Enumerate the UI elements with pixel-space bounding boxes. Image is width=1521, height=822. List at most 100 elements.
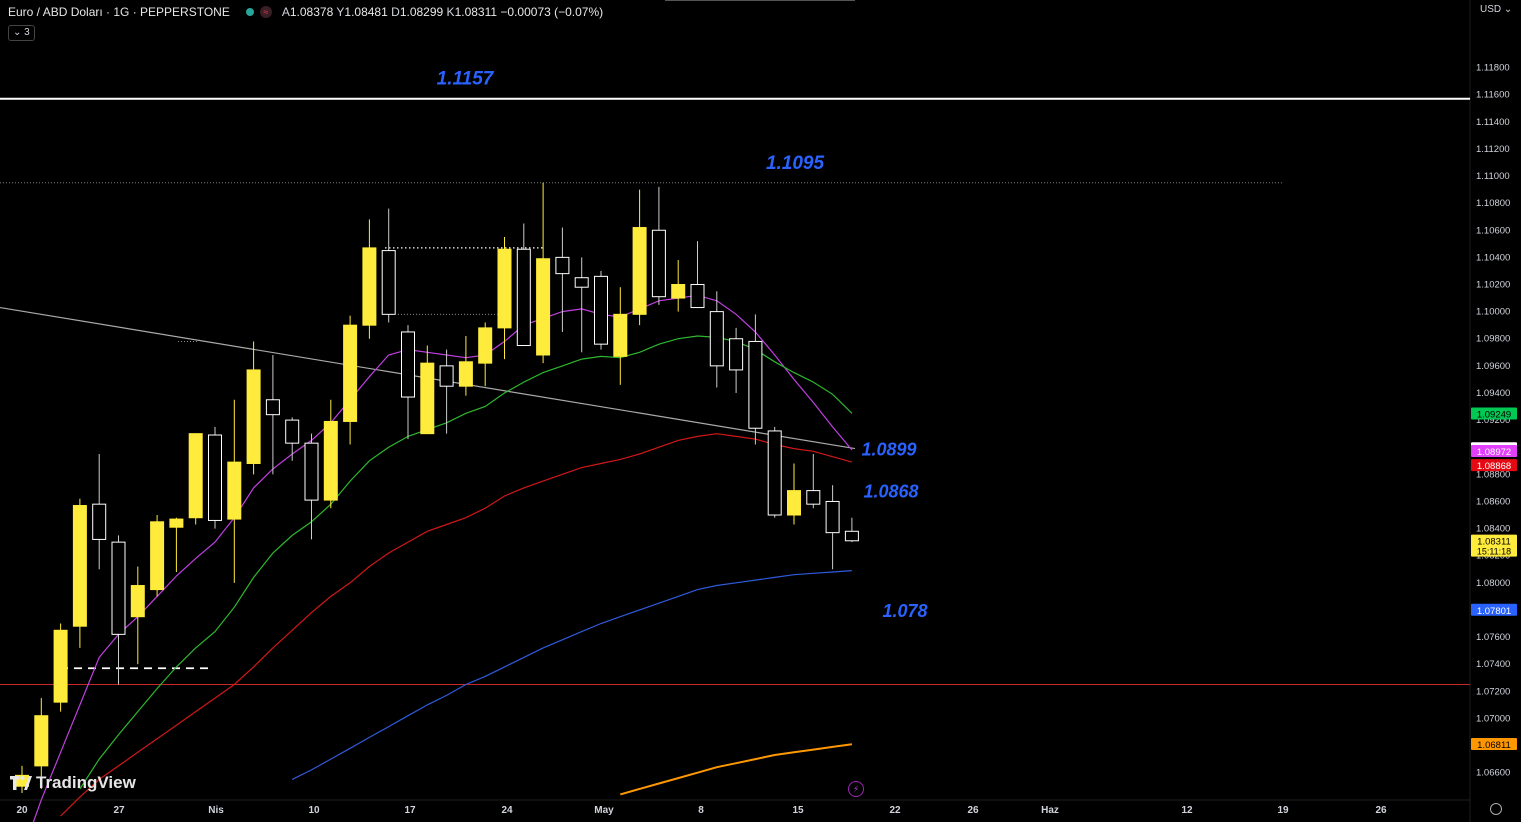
candle-body[interactable] (632, 227, 647, 315)
candle-body[interactable] (787, 490, 801, 516)
x-tick-label: 17 (404, 805, 416, 816)
candle-body[interactable] (516, 248, 531, 347)
price-badge (1471, 534, 1517, 557)
x-tick-label: 26 (967, 805, 979, 816)
moving-average-line[interactable] (620, 743, 853, 796)
moving-average-line[interactable] (60, 433, 853, 817)
candle-body[interactable] (188, 433, 203, 519)
candle-body[interactable] (169, 518, 184, 528)
x-tick-label: 20 (16, 805, 28, 816)
candle-body[interactable] (92, 503, 107, 540)
candle-body[interactable] (709, 311, 724, 367)
candle-body[interactable] (362, 247, 377, 326)
y-tick-label: 1.08600 (1476, 496, 1510, 507)
x-tick-label: 27 (113, 805, 125, 816)
candle-body[interactable] (729, 338, 744, 371)
candle-body[interactable] (690, 283, 705, 309)
candle-body[interactable] (767, 430, 782, 516)
price-badge (1471, 445, 1517, 458)
y-tick-label: 1.08800 (1476, 469, 1510, 480)
candle-body[interactable] (806, 490, 821, 505)
candle-body[interactable] (439, 365, 454, 387)
y-tick-label: 1.07600 (1476, 632, 1510, 643)
candle-body[interactable] (574, 277, 589, 288)
y-tick-label: 1.06600 (1476, 768, 1510, 779)
symbol-header: Euro / ABD Doları · 1G · PEPPERSTONE ≈ A… (8, 5, 603, 19)
candle-body[interactable] (458, 361, 473, 387)
y-tick-label: 1.10800 (1476, 198, 1510, 209)
candle-body[interactable] (844, 530, 859, 542)
x-tick-label: 10 (308, 805, 320, 816)
price-annotation: 1.0868 (863, 482, 918, 502)
indicator-count: 3 (24, 27, 30, 38)
candle-body[interactable] (53, 629, 68, 703)
candle-body[interactable] (246, 369, 261, 464)
level-label: 1.1157 (437, 69, 495, 90)
y-tick-label: 1.09200 (1476, 415, 1510, 426)
candle-body[interactable] (613, 313, 628, 357)
tradingview-logo: TradingView (10, 773, 136, 793)
y-tick-label: 1.10000 (1476, 307, 1510, 318)
moving-average-line[interactable] (79, 335, 853, 790)
price-badge (1471, 738, 1517, 751)
candle-body[interactable] (34, 715, 49, 767)
tradingview-logo-icon (10, 776, 32, 790)
lightning-icon[interactable]: ⚡ (848, 781, 864, 797)
y-tick-label: 1.08000 (1476, 578, 1510, 589)
candle-body[interactable] (594, 275, 608, 345)
candle-body[interactable] (130, 585, 145, 618)
price-badge-label: 1.07801 (1477, 606, 1511, 617)
candle-body[interactable] (420, 362, 435, 435)
price-badge (1471, 407, 1517, 420)
currency-selector[interactable]: USD ⌄ (1480, 4, 1513, 15)
candle-body[interactable] (401, 331, 415, 398)
ohlc-values: A1.08378 Y1.08481 D1.08299 K1.08311 −0.0… (281, 5, 604, 19)
x-tick-label: Haz (1041, 805, 1059, 816)
candle-body[interactable] (150, 521, 165, 591)
market-status-icon (245, 8, 254, 16)
settings-gear-icon[interactable] (1490, 803, 1502, 815)
candle-body[interactable] (536, 258, 551, 356)
candle-body[interactable] (208, 434, 222, 521)
candle-body[interactable] (285, 419, 300, 444)
candle-body[interactable] (651, 229, 666, 298)
level-label: 1.1095 (766, 153, 825, 174)
candle-body[interactable] (72, 505, 87, 627)
price-badge-label: 1.08972 (1477, 447, 1511, 458)
price-badge-label: 1.08311 (1477, 537, 1511, 548)
chevron-down-icon: ⌄ (1503, 4, 1513, 15)
countdown-label: 15:11:18 (1477, 547, 1511, 557)
candle-body[interactable] (111, 541, 126, 635)
candle-body[interactable] (343, 324, 358, 422)
y-tick-label: 1.09600 (1476, 361, 1510, 372)
moving-average-line[interactable] (22, 294, 853, 822)
candle-body[interactable] (265, 399, 280, 416)
price-badge-label: 1.06811 (1477, 740, 1511, 751)
y-tick-label: 1.11200 (1476, 144, 1510, 155)
x-tick-label: Nis (208, 805, 224, 816)
candle-body[interactable] (555, 256, 570, 275)
y-tick-label: 1.11800 (1476, 63, 1510, 74)
chevron-down-icon: ⌄ (13, 27, 22, 38)
candle-body[interactable] (323, 420, 338, 501)
candle-body[interactable] (304, 442, 319, 501)
price-badge (1471, 603, 1517, 616)
price-annotation: 1.078 (882, 601, 927, 621)
x-tick-label: May (594, 805, 614, 816)
candle-body[interactable] (478, 327, 493, 364)
indicator-legend-toggle[interactable]: ⌄ 3 (8, 25, 35, 41)
candle-body[interactable] (227, 461, 242, 520)
y-tick-label: 1.07000 (1476, 713, 1510, 724)
y-tick-label: 1.09800 (1476, 334, 1510, 345)
candle-body[interactable] (381, 250, 396, 315)
candle-body[interactable] (825, 500, 840, 534)
y-tick-label: 1.10400 (1476, 252, 1510, 263)
price-badge-label: 1.09249 (1477, 409, 1511, 420)
candle-body[interactable] (497, 248, 512, 329)
status-badge[interactable]: ≈ (259, 6, 272, 18)
symbol-title[interactable]: Euro / ABD Doları · 1G · PEPPERSTONE (8, 5, 230, 19)
moving-average-line[interactable] (291, 570, 852, 780)
candle-body[interactable] (748, 340, 763, 429)
candle-body[interactable] (671, 283, 686, 299)
